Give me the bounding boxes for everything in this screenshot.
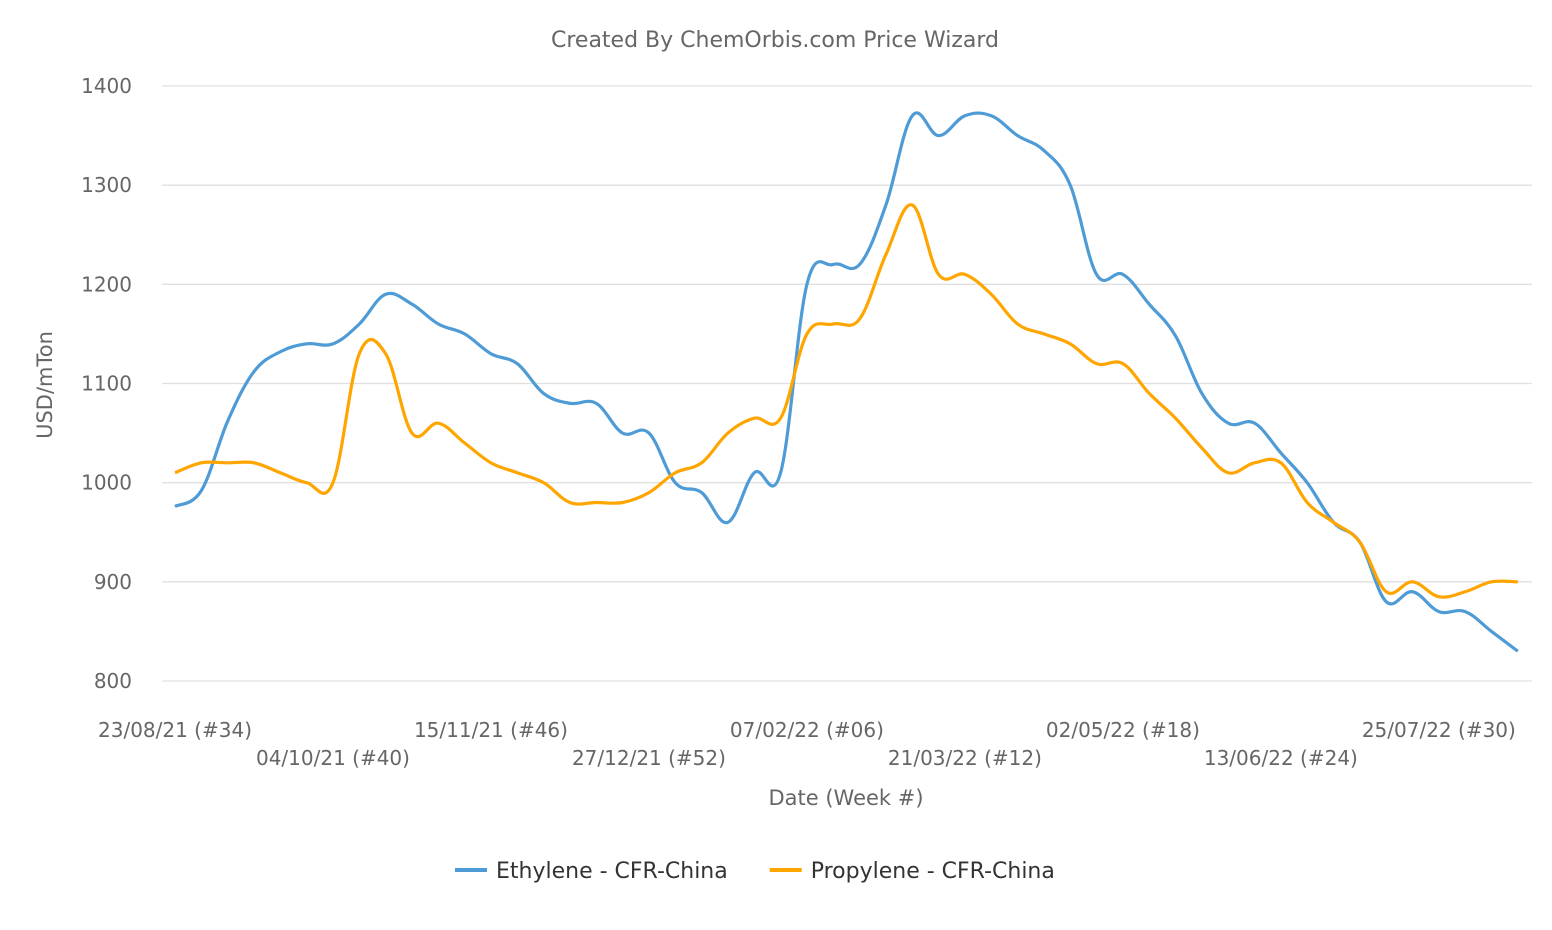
y-tick-label: 1400 — [81, 74, 132, 98]
chart-title: Created By ChemOrbis.com Price Wizard — [551, 28, 999, 53]
x-tick-label: 23/08/21 (#34) — [98, 718, 252, 742]
x-tick-label: 25/07/22 (#30) — [1362, 718, 1516, 742]
x-tick-label: 21/03/22 (#12) — [888, 746, 1042, 770]
x-tick-label: 13/06/22 (#24) — [1204, 746, 1358, 770]
x-tick-label: 07/02/22 (#06) — [730, 718, 884, 742]
y-tick-label: 1200 — [81, 272, 132, 296]
x-tick-label: 27/12/21 (#52) — [572, 746, 726, 770]
legend-item-0[interactable]: Ethylene - CFR-China — [455, 859, 728, 884]
x-axis-label: Date (Week #) — [768, 786, 923, 810]
series-line-0 — [174, 111, 1519, 653]
y-axis-label: USD/mTon — [33, 331, 57, 439]
y-tick-label: 1100 — [81, 372, 132, 396]
x-tick-label: 02/05/22 (#18) — [1046, 718, 1200, 742]
y-tick-label: 1300 — [81, 173, 132, 197]
legend-item-1[interactable]: Propylene - CFR-China — [769, 859, 1055, 884]
x-tick-label: 04/10/21 (#40) — [256, 746, 410, 770]
legend-label: Ethylene - CFR-China — [496, 859, 728, 884]
y-tick-label: 800 — [94, 669, 132, 693]
legend-label: Propylene - CFR-China — [811, 859, 1055, 884]
y-tick-label: 1000 — [81, 471, 132, 495]
series-line-1 — [174, 203, 1518, 599]
y-tick-label: 900 — [94, 570, 132, 594]
x-tick-label: 15/11/21 (#46) — [414, 718, 568, 742]
